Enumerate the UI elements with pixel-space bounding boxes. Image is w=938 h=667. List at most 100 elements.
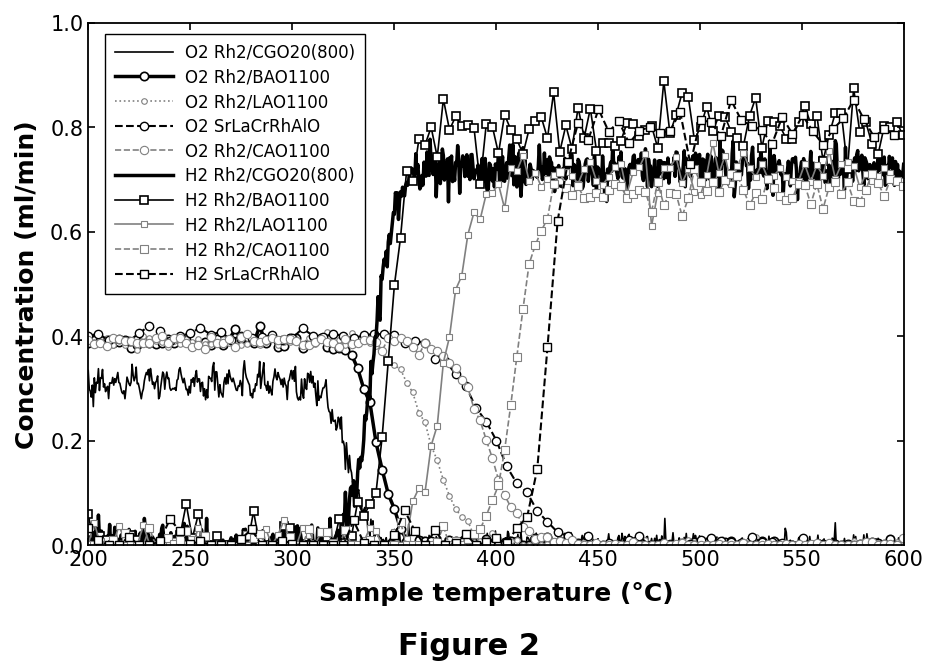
O2 Rh2/LAO1100: [126, 339, 137, 347]
H2 Rh2/LAO1100: [291, 542, 302, 550]
O2 Rh2/BAO1100: [897, 542, 908, 550]
O2 Rh2/LAO1100: [321, 327, 332, 336]
H2 SrLaCrRhAlO: [83, 524, 94, 532]
O2 Rh2/BAO1100: [254, 323, 265, 331]
O2 Rh2/CAO1100: [266, 335, 278, 343]
O2 Rh2/BAO1100: [475, 542, 486, 550]
H2 Rh2/BAO1100: [131, 536, 143, 544]
H2 Rh2/LAO1100: [897, 177, 908, 185]
O2 Rh2/CAO1100: [242, 331, 253, 339]
H2 Rh2/CGO20(800): [424, 135, 435, 143]
O2 SrLaCrRhAlO: [83, 332, 94, 340]
O2 Rh2/CAO1100: [578, 542, 589, 550]
O2 Rh2/CGO20(800): [786, 542, 797, 550]
H2 Rh2/CAO1100: [83, 542, 94, 550]
H2 SrLaCrRhAlO: [103, 542, 114, 550]
Line: O2 Rh2/LAO1100: O2 Rh2/LAO1100: [85, 329, 905, 548]
Line: O2 SrLaCrRhAlO: O2 SrLaCrRhAlO: [84, 322, 898, 550]
Line: H2 Rh2/CAO1100: H2 Rh2/CAO1100: [84, 165, 906, 550]
O2 Rh2/BAO1100: [126, 344, 137, 352]
H2 Rh2/BAO1100: [897, 131, 908, 139]
H2 Rh2/CAO1100: [854, 198, 865, 206]
H2 Rh2/BAO1100: [89, 542, 100, 550]
H2 SrLaCrRhAlO: [643, 123, 655, 131]
Legend: O2 Rh2/CGO20(800), O2 Rh2/BAO1100, O2 Rh2/LAO1100, O2 SrLaCrRhAlO, O2 Rh2/CAO110: O2 Rh2/CGO20(800), O2 Rh2/BAO1100, O2 Rh…: [105, 34, 365, 293]
O2 Rh2/BAO1100: [860, 542, 871, 550]
O2 Rh2/LAO1100: [401, 379, 412, 387]
H2 Rh2/BAO1100: [266, 542, 278, 550]
H2 Rh2/LAO1100: [401, 534, 412, 542]
O2 Rh2/LAO1100: [83, 331, 94, 339]
H2 Rh2/CGO20(800): [578, 170, 589, 178]
O2 Rh2/CAO1100: [291, 337, 302, 345]
O2 Rh2/CAO1100: [854, 540, 865, 548]
H2 Rh2/LAO1100: [854, 183, 865, 191]
Y-axis label: Concentration (ml/min): Concentration (ml/min): [15, 120, 39, 448]
H2 SrLaCrRhAlO: [613, 117, 624, 125]
O2 Rh2/CAO1100: [401, 338, 412, 346]
H2 Rh2/CGO20(800): [785, 162, 796, 170]
H2 Rh2/CAO1100: [89, 542, 100, 550]
H2 Rh2/BAO1100: [854, 129, 865, 137]
H2 SrLaCrRhAlO: [449, 539, 461, 547]
O2 Rh2/CAO1100: [83, 336, 94, 344]
H2 SrLaCrRhAlO: [582, 136, 594, 144]
O2 Rh2/BAO1100: [854, 540, 865, 548]
H2 Rh2/CGO20(800): [132, 542, 144, 550]
O2 SrLaCrRhAlO: [817, 540, 828, 548]
O2 SrLaCrRhAlO: [593, 542, 604, 550]
Line: H2 Rh2/LAO1100: H2 Rh2/LAO1100: [85, 140, 905, 548]
Text: Figure 2: Figure 2: [398, 632, 540, 660]
H2 Rh2/CAO1100: [688, 165, 700, 173]
H2 Rh2/LAO1100: [860, 170, 871, 178]
H2 Rh2/LAO1100: [706, 139, 718, 147]
H2 Rh2/CGO20(800): [83, 542, 94, 550]
H2 Rh2/CGO20(800): [557, 165, 568, 173]
O2 SrLaCrRhAlO: [888, 542, 900, 550]
O2 Rh2/CGO20(800): [604, 540, 615, 548]
H2 Rh2/CGO20(800): [603, 176, 614, 184]
H2 Rh2/BAO1100: [860, 119, 871, 127]
O2 Rh2/BAO1100: [291, 335, 302, 343]
O2 Rh2/CGO20(800): [580, 530, 591, 538]
Line: O2 Rh2/CGO20(800): O2 Rh2/CGO20(800): [88, 361, 903, 546]
H2 Rh2/LAO1100: [131, 542, 143, 550]
H2 Rh2/CAO1100: [860, 186, 871, 194]
O2 Rh2/BAO1100: [83, 339, 94, 347]
H2 Rh2/BAO1100: [291, 542, 302, 550]
O2 Rh2/CGO20(800): [83, 367, 94, 375]
O2 SrLaCrRhAlO: [582, 532, 594, 540]
O2 SrLaCrRhAlO: [572, 542, 583, 550]
O2 Rh2/CAO1100: [126, 338, 137, 346]
O2 Rh2/LAO1100: [854, 540, 865, 548]
H2 Rh2/CAO1100: [131, 542, 143, 550]
O2 SrLaCrRhAlO: [449, 370, 461, 378]
H2 Rh2/BAO1100: [83, 510, 94, 518]
O2 SrLaCrRhAlO: [654, 542, 665, 550]
H2 SrLaCrRhAlO: [572, 119, 583, 127]
Line: O2 Rh2/BAO1100: O2 Rh2/BAO1100: [84, 322, 906, 550]
H2 Rh2/LAO1100: [95, 542, 106, 550]
Line: O2 Rh2/CAO1100: O2 Rh2/CAO1100: [84, 330, 906, 550]
H2 Rh2/CAO1100: [401, 542, 412, 550]
H2 Rh2/BAO1100: [658, 77, 669, 85]
Line: H2 SrLaCrRhAlO: H2 SrLaCrRhAlO: [84, 96, 898, 550]
O2 Rh2/BAO1100: [401, 536, 412, 544]
X-axis label: Sample temperature (°C): Sample temperature (°C): [318, 582, 673, 606]
H2 Rh2/LAO1100: [83, 540, 94, 548]
O2 Rh2/CAO1100: [860, 538, 871, 546]
O2 Rh2/CGO20(800): [238, 357, 250, 365]
O2 SrLaCrRhAlO: [144, 322, 155, 330]
O2 Rh2/LAO1100: [260, 338, 271, 346]
H2 SrLaCrRhAlO: [888, 131, 900, 139]
H2 SrLaCrRhAlO: [847, 96, 858, 104]
H2 Rh2/CGO20(800): [702, 151, 713, 159]
H2 Rh2/CAO1100: [266, 542, 278, 550]
O2 Rh2/CGO20(800): [703, 542, 714, 550]
H2 Rh2/CAO1100: [897, 182, 908, 190]
Line: H2 Rh2/BAO1100: H2 Rh2/BAO1100: [84, 77, 906, 550]
O2 Rh2/BAO1100: [266, 333, 278, 341]
Line: H2 Rh2/CGO20(800): H2 Rh2/CGO20(800): [88, 139, 903, 546]
O2 Rh2/LAO1100: [517, 542, 528, 550]
O2 Rh2/LAO1100: [284, 338, 295, 346]
